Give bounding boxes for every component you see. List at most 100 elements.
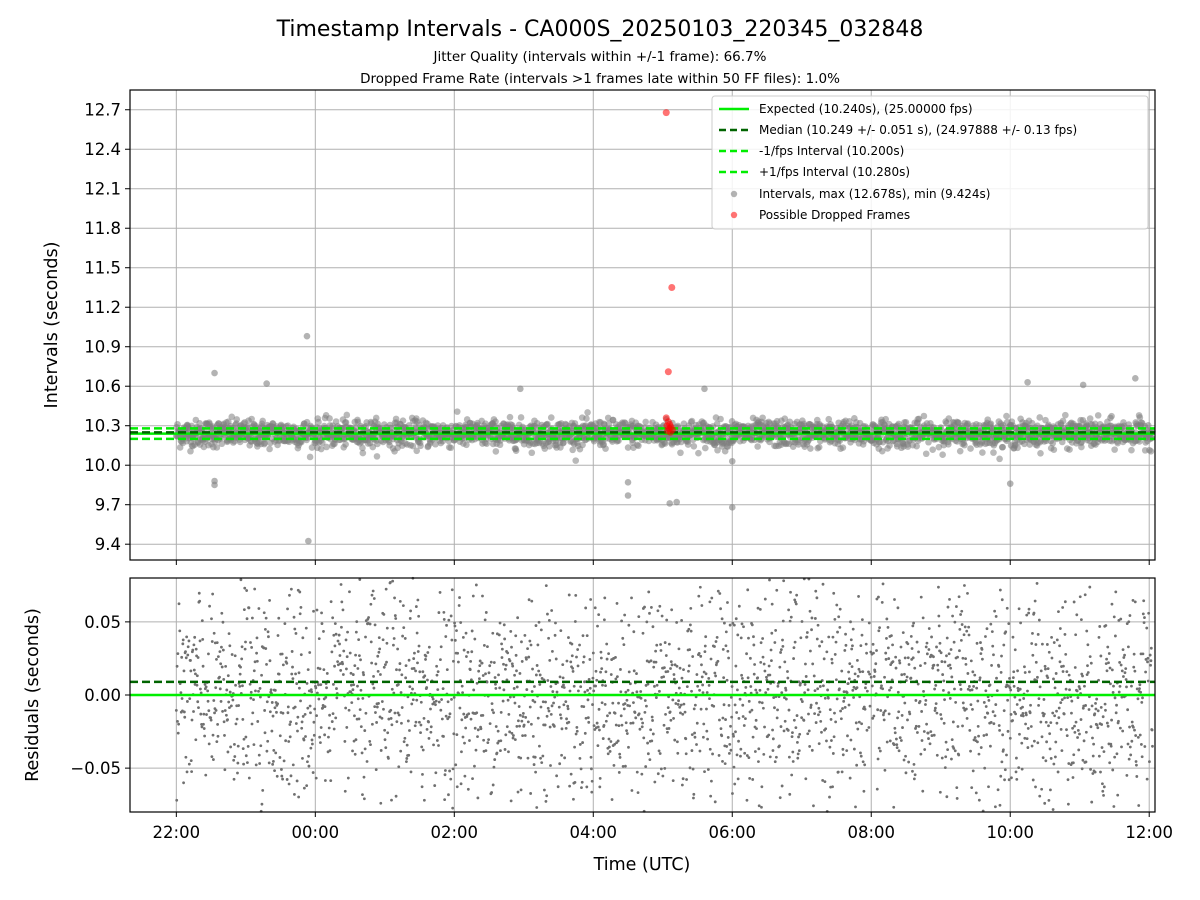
interval-point <box>323 443 330 451</box>
interval-outlier-point <box>211 369 218 377</box>
residual-point <box>768 578 771 582</box>
residual-point <box>860 722 864 726</box>
dropped-frame-point <box>664 368 672 376</box>
residual-point <box>575 729 579 733</box>
residual-point <box>1047 799 1051 802</box>
residual-point <box>659 767 663 771</box>
residual-point <box>1071 776 1075 779</box>
residual-point <box>944 755 948 759</box>
residual-point <box>997 664 1001 668</box>
residual-point <box>473 726 477 730</box>
residual-point <box>382 707 385 711</box>
residual-point <box>504 667 507 671</box>
residual-point <box>329 779 333 783</box>
residual-point <box>502 662 505 666</box>
residual-point <box>247 776 251 780</box>
residual-point <box>987 699 991 702</box>
residual-point <box>865 651 868 655</box>
residual-point <box>973 736 977 739</box>
residual-point <box>613 711 617 715</box>
residual-point <box>484 672 487 676</box>
residual-point <box>925 652 929 656</box>
residual-point <box>1019 621 1023 625</box>
residual-point <box>870 684 874 688</box>
residual-point <box>534 770 537 774</box>
residual-point <box>797 735 800 739</box>
residual-point <box>716 589 720 593</box>
residual-point <box>1067 673 1071 677</box>
residual-point <box>210 755 214 759</box>
residual-point <box>917 724 921 728</box>
residual-point <box>894 666 898 670</box>
residual-point <box>1052 641 1056 644</box>
residual-point <box>1008 686 1012 690</box>
residual-point <box>333 622 337 626</box>
residual-point <box>209 718 213 722</box>
residual-point <box>218 675 221 679</box>
residual-point <box>420 745 424 749</box>
residual-point <box>633 711 637 714</box>
residual-point <box>889 686 893 690</box>
residual-point <box>551 650 554 653</box>
residual-point <box>540 761 544 765</box>
residual-point <box>370 661 374 665</box>
residual-point <box>622 707 626 711</box>
residual-point <box>484 749 488 752</box>
residual-point <box>618 756 622 759</box>
residual-point <box>967 633 971 637</box>
residual-point <box>719 727 723 730</box>
residual-point <box>273 769 276 773</box>
residual-point <box>1037 697 1041 701</box>
residual-point <box>312 733 316 737</box>
residual-point <box>883 768 887 772</box>
residual-point <box>186 700 189 703</box>
residual-point <box>983 766 987 770</box>
residual-point <box>384 587 388 591</box>
residual-point <box>729 695 733 699</box>
residual-point <box>1058 627 1062 630</box>
residual-point <box>353 752 357 756</box>
residual-point <box>770 631 774 635</box>
residual-point <box>523 633 527 637</box>
residual-point <box>590 767 593 771</box>
residual-point <box>924 703 927 706</box>
residual-point <box>697 594 701 598</box>
residual-point <box>575 725 579 729</box>
residual-point <box>223 734 226 737</box>
residual-point <box>1040 735 1044 739</box>
residual-point <box>400 721 403 725</box>
residual-point <box>323 779 327 782</box>
residual-point <box>351 688 355 692</box>
residual-point <box>840 669 844 673</box>
residual-point <box>1011 719 1014 722</box>
residual-point <box>748 777 752 780</box>
residual-point <box>598 776 602 780</box>
residual-point <box>385 660 388 664</box>
residual-point <box>897 749 901 753</box>
residual-point <box>684 752 688 756</box>
residual-point <box>382 665 386 669</box>
residual-point <box>725 745 729 748</box>
residual-point <box>184 656 188 660</box>
residual-point <box>266 630 270 634</box>
residual-point <box>775 716 779 720</box>
residual-point <box>912 621 915 625</box>
residual-point <box>792 657 795 660</box>
residual-point <box>322 668 326 672</box>
residual-point <box>643 605 646 609</box>
residual-point <box>199 691 203 695</box>
residual-point <box>510 645 513 649</box>
residual-point <box>463 774 467 778</box>
residual-point <box>840 770 844 774</box>
residual-point <box>409 770 413 774</box>
residual-point <box>964 657 967 660</box>
residual-point <box>851 627 855 631</box>
residual-point <box>1086 664 1089 668</box>
residual-point <box>184 650 187 654</box>
residual-point <box>416 598 420 602</box>
residual-point <box>827 635 831 639</box>
legend-dropped-label: Possible Dropped Frames <box>759 208 910 222</box>
residual-point <box>960 609 964 613</box>
residual-point <box>1064 652 1068 656</box>
residual-point <box>472 688 476 692</box>
